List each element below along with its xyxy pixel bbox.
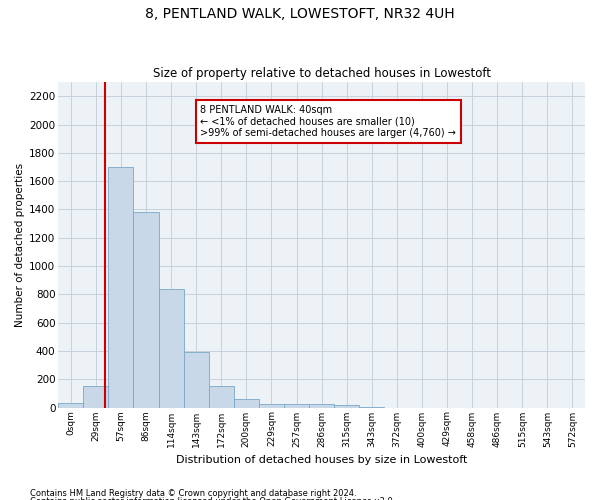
Text: Contains public sector information licensed under the Open Government Licence v3: Contains public sector information licen… [30,497,395,500]
Bar [58,404,83,407]
Bar [83,386,109,407]
Title: Size of property relative to detached houses in Lowestoft: Size of property relative to detached ho… [152,66,491,80]
Bar [184,352,209,408]
Y-axis label: Number of detached properties: Number of detached properties [15,162,25,327]
Text: 8, PENTLAND WALK, LOWESTOFT, NR32 4UH: 8, PENTLAND WALK, LOWESTOFT, NR32 4UH [145,8,455,22]
Bar [234,400,259,407]
Bar [334,405,359,407]
X-axis label: Distribution of detached houses by size in Lowestoft: Distribution of detached houses by size … [176,455,467,465]
Bar [309,404,334,407]
Bar [209,386,234,407]
Bar [284,404,309,407]
Bar [133,212,158,408]
Text: Contains HM Land Registry data © Crown copyright and database right 2024.: Contains HM Land Registry data © Crown c… [30,488,356,498]
Bar [109,167,133,408]
Bar [359,407,385,408]
Bar [259,404,284,407]
Text: 8 PENTLAND WALK: 40sqm
← <1% of detached houses are smaller (10)
>99% of semi-de: 8 PENTLAND WALK: 40sqm ← <1% of detached… [200,105,457,138]
Bar [158,288,184,408]
